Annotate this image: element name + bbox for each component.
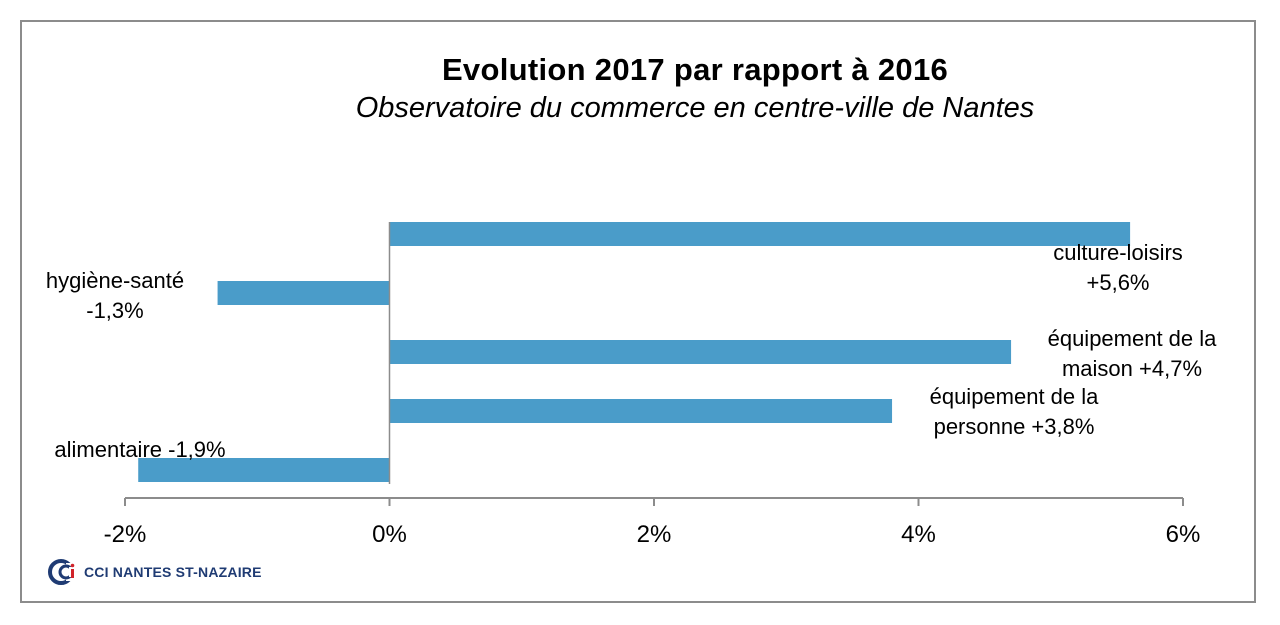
data-label-4-line-0: alimentaire -1,9%	[54, 437, 225, 462]
data-label-3-line-0: équipement de la	[930, 384, 1100, 409]
x-tick-label-4: 6%	[1166, 521, 1201, 548]
logo: CCI NANTES ST-NAZAIRE	[48, 557, 262, 587]
chart-title: Evolution 2017 par rapport à 2016	[441, 52, 949, 87]
bar-3	[389, 399, 893, 423]
data-label-2-line-1: maison +4,7%	[1062, 356, 1202, 381]
logo-text: CCI NANTES ST-NAZAIRE	[84, 564, 262, 580]
bar-0	[389, 222, 1131, 246]
bar-1	[217, 281, 390, 305]
x-tick-label-3: 4%	[901, 521, 936, 548]
chart-frame	[20, 20, 1256, 603]
x-tick-label-1: 0%	[372, 521, 407, 548]
data-label-0-line-0: culture-loisirs	[1053, 240, 1183, 265]
data-label-0-line-1: +5,6%	[1087, 270, 1150, 295]
data-label-3-line-1: personne +3,8%	[934, 414, 1095, 439]
cci-logo-icon	[48, 559, 78, 585]
data-label-2-line-0: équipement de la	[1048, 326, 1218, 351]
data-label-1-line-1: -1,3%	[86, 298, 143, 323]
x-tick-label-0: -2%	[104, 521, 147, 548]
chart-subtitle: Observatoire du commerce en centre-ville…	[355, 92, 1035, 124]
data-label-1-line-0: hygiène-santé	[46, 268, 184, 293]
bar-4	[138, 458, 390, 482]
x-tick-label-2: 2%	[637, 521, 672, 548]
bar-2	[389, 340, 1012, 364]
